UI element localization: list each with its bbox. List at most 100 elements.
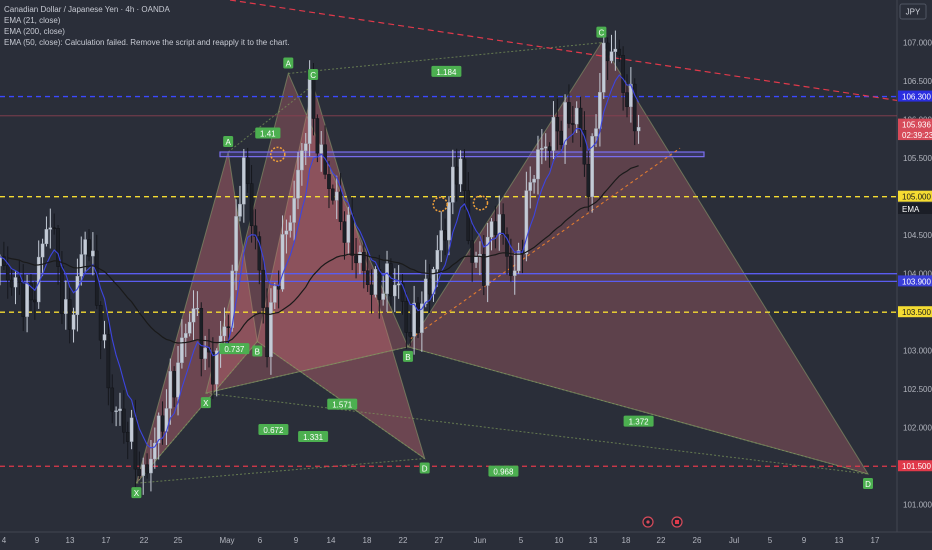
candle-body xyxy=(617,48,622,56)
x-tick-label-13: Jun xyxy=(474,536,487,545)
y-tick-label-6: 104.000 xyxy=(903,270,932,279)
candle-body xyxy=(563,102,567,145)
candle-body xyxy=(141,464,146,476)
candle-body xyxy=(172,371,176,398)
x-tick-label-5: 25 xyxy=(174,536,183,545)
candle-body xyxy=(481,254,486,286)
candle-body xyxy=(404,301,409,333)
x-tick-label-19: 26 xyxy=(693,536,702,545)
candle-body xyxy=(396,283,401,286)
reversal-marker-2 xyxy=(472,195,489,211)
price-tag-bg-4 xyxy=(898,190,932,202)
x-tick-label-24: 17 xyxy=(871,536,880,545)
candle-body xyxy=(594,128,598,137)
candle-body xyxy=(369,284,374,295)
pattern-point-badge-3 xyxy=(308,69,319,81)
y-tick-label-12: 107.000 xyxy=(903,39,932,48)
ratio-badge-3 xyxy=(327,398,358,410)
candle-body xyxy=(598,92,602,129)
legend-ema-21: EMA (21, close) xyxy=(4,16,61,25)
pattern2-ac-leg xyxy=(288,42,602,74)
candle-body xyxy=(516,250,521,272)
price-tag-bg-0 xyxy=(898,90,932,102)
candle-body xyxy=(551,117,556,151)
legend-ema-50-error: EMA (50, close): Calculation failed. Rem… xyxy=(4,38,290,47)
candle-body xyxy=(605,42,610,62)
candle-body xyxy=(412,302,416,337)
candle-body xyxy=(590,136,594,198)
candle-body xyxy=(601,42,606,93)
candle-body xyxy=(52,227,56,230)
candle-body xyxy=(392,284,397,297)
candle-body xyxy=(586,163,591,198)
price-tag-bg-6 xyxy=(898,275,932,287)
candle-body xyxy=(327,174,331,190)
legend-ema-200: EMA (200, close) xyxy=(4,27,65,36)
candle-body xyxy=(261,269,265,308)
ema-200-line xyxy=(7,165,639,344)
ratio-badge-7 xyxy=(623,415,654,427)
candle-body xyxy=(377,269,382,300)
candle-body xyxy=(249,183,254,227)
candle-body xyxy=(315,118,320,154)
candle-body xyxy=(381,293,385,300)
candle-body xyxy=(56,228,60,267)
candle-body xyxy=(222,326,227,337)
candle-body xyxy=(373,269,378,295)
y-tick-label-7: 104.500 xyxy=(903,231,932,240)
candle-body xyxy=(528,182,533,191)
candle-body xyxy=(176,362,180,398)
pattern-point-label-7: B xyxy=(405,353,410,362)
candle-body xyxy=(489,221,494,238)
x-tick-label-1: 9 xyxy=(35,536,40,545)
candle-body xyxy=(102,334,107,341)
x-tick-label-7: 6 xyxy=(258,536,263,545)
price-tag-text-2: 105.936 xyxy=(902,121,931,130)
candle-body xyxy=(203,347,207,359)
pattern1-xb-leg xyxy=(136,341,258,484)
candle-body xyxy=(91,250,95,257)
candle-body xyxy=(509,256,513,276)
candle-body xyxy=(331,188,335,201)
candle-body xyxy=(0,256,2,267)
candle-body xyxy=(40,243,45,258)
pattern2-xd-leg xyxy=(205,392,869,475)
candle-body xyxy=(253,225,258,237)
candle-body xyxy=(98,305,103,341)
candle-body xyxy=(319,144,324,154)
x-tick-label-22: 9 xyxy=(802,536,807,545)
candle-body xyxy=(307,78,312,144)
candle-body xyxy=(547,146,552,151)
price-tag-text-6: 103.900 xyxy=(902,277,931,286)
candle-body xyxy=(48,227,53,230)
candle-body xyxy=(358,252,362,264)
x-tick-label-15: 10 xyxy=(555,536,564,545)
ratio-label-2: 0.737 xyxy=(224,345,245,354)
candle-body xyxy=(137,468,142,476)
candle-body xyxy=(400,283,405,302)
candle-body xyxy=(416,302,420,333)
candle-body xyxy=(21,282,26,317)
pattern-point-label-2: B xyxy=(255,347,260,356)
candle-body xyxy=(257,236,262,271)
candle-body xyxy=(300,150,304,171)
price-tag-bg-3 xyxy=(898,129,932,141)
pattern-point-label-9: D xyxy=(865,480,871,489)
currency-label: JPY xyxy=(906,8,921,17)
candle-body xyxy=(114,410,118,412)
candle-body xyxy=(389,263,393,297)
candle-body xyxy=(29,283,33,301)
candle-body xyxy=(156,415,161,444)
candle-body xyxy=(269,302,273,358)
price-tag-text-8: 101.500 xyxy=(902,462,931,471)
candle-body xyxy=(632,83,637,132)
candle-body xyxy=(474,256,478,263)
candle-body xyxy=(284,230,289,235)
pattern-point-badge-2 xyxy=(252,345,263,357)
candle-body xyxy=(187,321,192,334)
pattern-point-label-4: D xyxy=(422,465,428,474)
indicator-legend: Canadian Dollar / Japanese Yen · 4h · OA… xyxy=(4,4,289,48)
ratio-label-0: 1.41 xyxy=(260,130,276,139)
candle-body xyxy=(183,333,188,338)
pattern2-xb-leg xyxy=(205,346,409,394)
